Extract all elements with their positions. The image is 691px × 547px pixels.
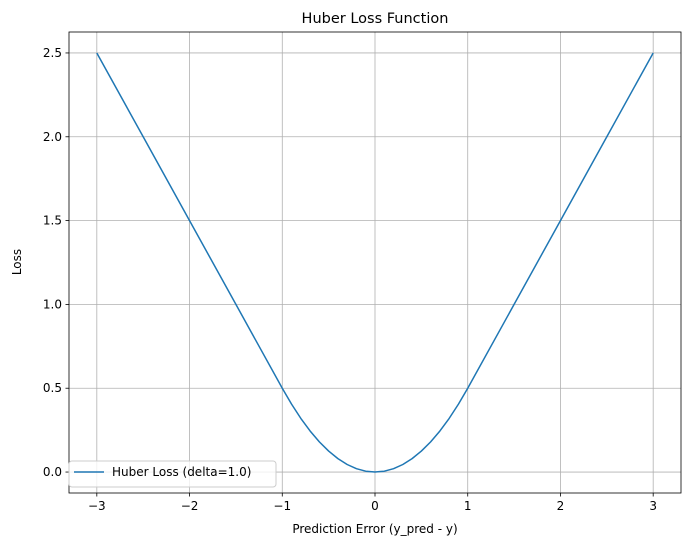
x-tick-label: 2 [557,499,565,513]
x-tick-label: −3 [88,499,106,513]
legend-box [68,460,277,488]
y-tick-label: 0.0 [43,465,62,479]
legend: Huber Loss (delta=1.0) [68,460,277,488]
y-tick-label: 0.5 [43,381,62,395]
y-axis-label: Loss [10,249,24,275]
x-tick-label: 0 [371,499,379,513]
ticks: −3 −2 −1 0 1 2 3 0.0 0.5 1.0 1.5 2.0 2.5 [43,46,657,513]
legend-label-huber: Huber Loss (delta=1.0) [112,465,251,479]
y-tick-label: 1.0 [43,297,62,311]
series-layer [96,52,654,473]
x-tick-label: −1 [273,499,291,513]
y-tick-label: 2.0 [43,130,62,144]
x-axis-label: Prediction Error (y_pred - y) [292,522,457,536]
x-tick-label: 1 [464,499,472,513]
x-tick-label: −2 [181,499,199,513]
chart-title: Huber Loss Function [302,11,449,27]
x-tick-label: 3 [649,499,657,513]
y-tick-label: 1.5 [43,214,62,228]
y-tick-label: 2.5 [43,46,62,60]
series-line-huber-loss [96,52,654,473]
